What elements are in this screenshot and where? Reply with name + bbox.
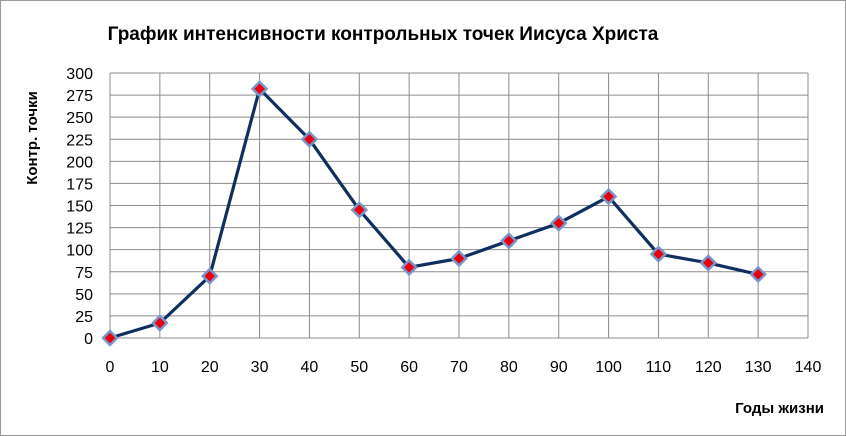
y-tick-label: 250: [66, 110, 93, 127]
series-line: [109, 87, 759, 340]
data-point: [101, 329, 119, 347]
x-tick-labels: 0 10 20 30 40 50 60 70 80 90 100 110 120 130 140: [106, 359, 822, 376]
data-point: [400, 258, 418, 277]
y-tick-label: 75: [75, 265, 93, 282]
x-tick-label: 110: [646, 359, 672, 376]
data-points: [101, 80, 767, 347]
x-tick-label: 40: [301, 359, 319, 376]
data-point: [599, 187, 618, 206]
data-point: [450, 249, 468, 268]
y-tick-label: 300: [66, 66, 93, 83]
y-tick-label: 25: [75, 309, 93, 326]
y-tick-label: 175: [66, 176, 93, 193]
data-point: [300, 130, 319, 149]
data-point: [749, 265, 767, 284]
x-tick-label: 130: [745, 359, 772, 376]
y-tick-label: 150: [66, 199, 93, 216]
data-point: [200, 267, 219, 285]
data-point: [350, 201, 369, 219]
x-axis-label: Годы жизни: [735, 400, 824, 417]
y-tick-label: 0: [84, 331, 93, 348]
x-tick-label: 60: [400, 359, 418, 376]
x-tick-label: 0: [106, 359, 115, 376]
x-tick-label: 100: [595, 359, 622, 376]
y-tick-labels: 0 25 50 75 100 125 150 175 200 225 250 275 300: [66, 66, 93, 348]
x-tick-label: 80: [500, 359, 518, 376]
data-point: [549, 214, 568, 232]
data-point: [250, 80, 269, 98]
y-axis-label: Контр. точки: [24, 91, 41, 185]
y-tick-label: 275: [66, 88, 93, 105]
data-point: [500, 232, 518, 250]
y-tick-label: 200: [66, 154, 93, 171]
x-tick-label: 140: [795, 359, 822, 376]
x-tick-label: 10: [151, 359, 169, 376]
y-tick-label: 100: [66, 243, 93, 260]
x-tick-label: 20: [201, 359, 219, 376]
x-tick-label: 70: [450, 359, 468, 376]
x-tick-label: 50: [350, 359, 368, 376]
x-tick-label: 120: [695, 359, 722, 376]
data-point: [649, 245, 668, 263]
x-tick-label: 90: [550, 359, 568, 376]
data-point: [699, 254, 718, 272]
x-tick-label: 30: [251, 359, 269, 376]
data-point: [151, 314, 169, 332]
gridlines: [109, 72, 809, 339]
y-tick-label: 125: [66, 221, 93, 238]
y-tick-label: 225: [66, 132, 93, 149]
chart-title: График интенсивности контрольных точек И…: [108, 24, 659, 45]
y-tick-label: 50: [75, 287, 93, 304]
